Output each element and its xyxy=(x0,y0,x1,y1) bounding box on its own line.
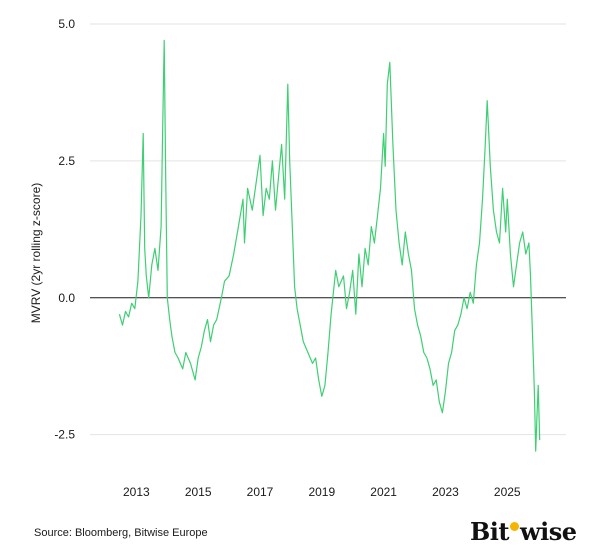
bitwise-logo: Bit wise xyxy=(470,517,577,546)
x-tick-label: 2017 xyxy=(247,485,274,499)
y-tick-label: -2.5 xyxy=(54,428,75,442)
x-tick-label: 2023 xyxy=(432,485,459,499)
mvrv-chart: 5.02.50.0-2.5 2013 2015 2017 2019 2021 2023 20… xyxy=(29,17,566,499)
x-tick-label: 2025 xyxy=(494,485,521,499)
x-tick-label: 2021 xyxy=(370,485,397,499)
series-layer xyxy=(118,39,541,452)
x-tick-label: 2013 xyxy=(123,485,150,499)
y-axis-label: MVRV (2yr rolling z-score) xyxy=(29,183,43,323)
grid-layer xyxy=(90,23,566,436)
y-tick-label: 2.5 xyxy=(58,154,75,168)
x-tick-label: 2015 xyxy=(185,485,212,499)
mvrv-series-line xyxy=(118,39,541,452)
source-note: Source: Bloomberg, Bitwise Europe xyxy=(34,527,208,539)
y-tick-label: 5.0 xyxy=(58,17,75,31)
y-axis-ticks: 5.0 2.5 0.0 -2.5 xyxy=(54,17,75,442)
x-axis-ticks: 2013 2015 2017 2019 2021 2023 2025 xyxy=(123,485,521,499)
x-tick-label: 2019 xyxy=(308,485,335,499)
y-tick-label: 0.0 xyxy=(58,291,75,305)
